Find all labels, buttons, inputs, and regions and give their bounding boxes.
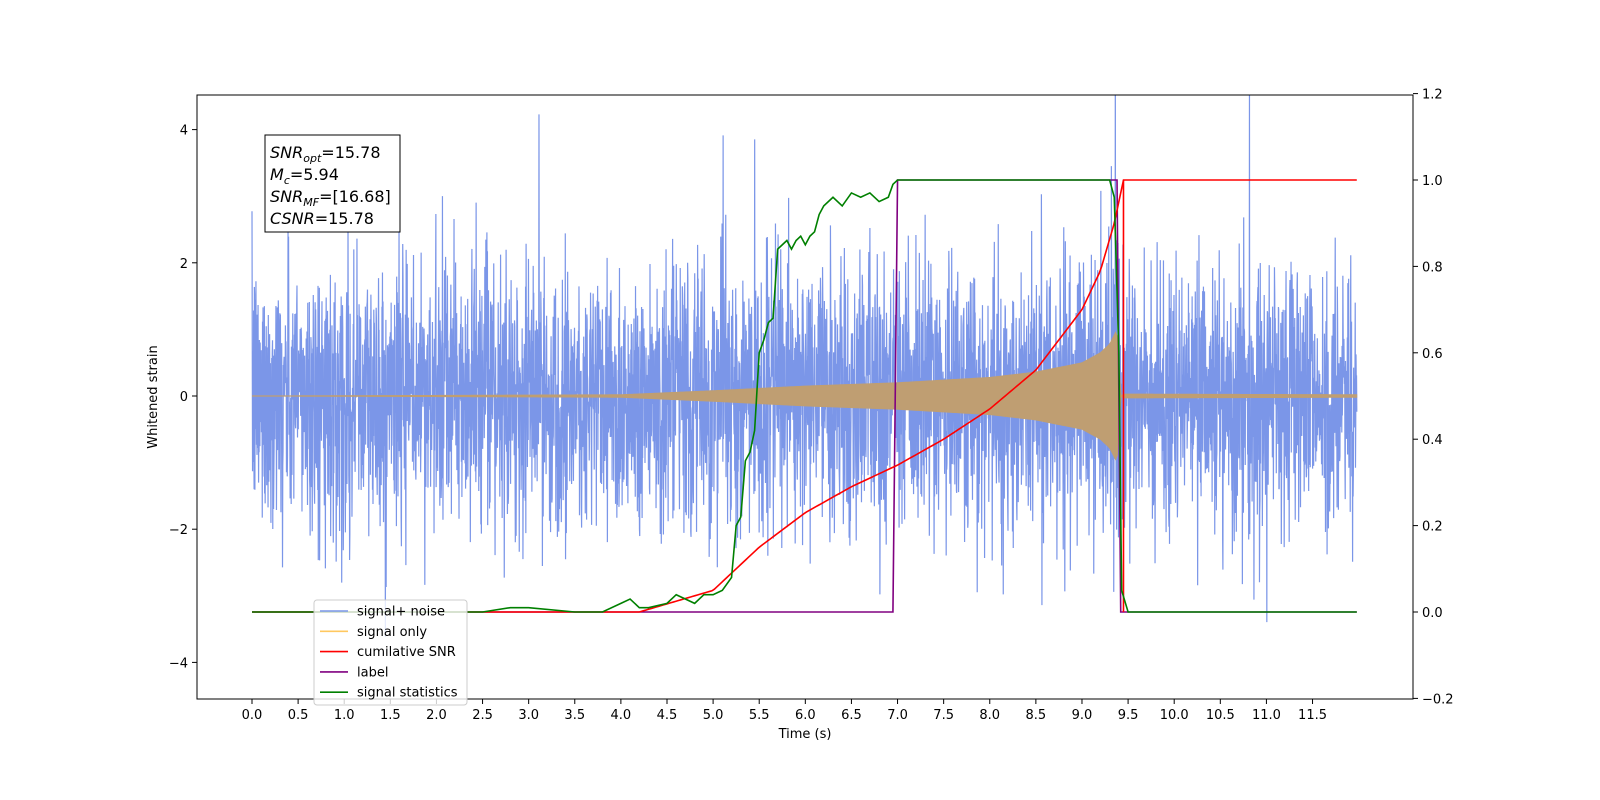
- x-tick-label: 0.5: [288, 708, 309, 723]
- info-subscript: opt: [303, 152, 322, 165]
- x-tick-label: 6.5: [841, 708, 862, 723]
- x-tick-label: 9.0: [1072, 708, 1093, 723]
- x-tick-label: 2.0: [426, 708, 447, 723]
- info-symbol: CSNR: [270, 209, 315, 228]
- x-tick-label: 3.0: [518, 708, 539, 723]
- y-tick-label-right: 0.6: [1422, 347, 1443, 362]
- info-line: SNRopt=15.78: [270, 143, 381, 165]
- y-tick-label-right: 0.0: [1422, 606, 1443, 621]
- x-tick-label: 9.5: [1118, 708, 1139, 723]
- info-value: =5.94: [290, 165, 339, 184]
- legend-label: signal+ noise: [357, 605, 445, 620]
- legend-label: signal statistics: [357, 686, 458, 701]
- x-tick-label: 10.5: [1206, 708, 1235, 723]
- x-axis-label: Time (s): [778, 727, 832, 742]
- info-line: Mc=5.94: [270, 165, 339, 187]
- x-tick-label: 4.0: [611, 708, 632, 723]
- x-tick-label: 1.5: [380, 708, 401, 723]
- series-cumulative-snr: [252, 179, 1357, 613]
- legend: signal+ noise signal only cumilative SNR la…: [313, 599, 468, 706]
- y-tick-label-left: 4: [180, 124, 188, 139]
- y-tick-label-left: −4: [169, 656, 188, 671]
- y-tick-label-right: 1.0: [1422, 174, 1443, 189]
- y-tick-label-right: 0.2: [1422, 520, 1443, 535]
- x-tick-label: 1.0: [334, 708, 355, 723]
- legend-label: label: [357, 665, 388, 680]
- legend-label: signal only: [357, 625, 427, 640]
- y-tick-label-left: 0: [180, 390, 188, 405]
- x-tick-label: 0.0: [242, 708, 263, 723]
- info-line: CSNR=15.78: [270, 209, 374, 228]
- x-tick-label: 8.0: [979, 708, 1000, 723]
- series-signal-noise: [251, 95, 1358, 637]
- info-symbol: SNR: [270, 187, 303, 206]
- x-tick-label: 3.5: [564, 708, 585, 723]
- y-tick-label-right: 1.2: [1422, 88, 1443, 103]
- y-tick-label-right: 0.8: [1422, 260, 1443, 275]
- legend-label: cumilative SNR: [357, 645, 456, 660]
- x-tick-label: 5.5: [749, 708, 770, 723]
- info-value: =15.78: [315, 209, 374, 228]
- x-tick-label: 2.5: [472, 708, 493, 723]
- y-tick-label-left: −2: [169, 523, 188, 538]
- x-tick-label: 6.0: [795, 708, 816, 723]
- info-symbol: M: [270, 165, 284, 184]
- y-tick-label-right: 0.4: [1422, 433, 1443, 448]
- x-tick-label: 7.0: [887, 708, 908, 723]
- x-tick-label: 11.0: [1252, 708, 1281, 723]
- info-line: SNRMF=[16.68]: [270, 187, 391, 209]
- y-tick-label-left: 2: [180, 257, 188, 272]
- series-signal-statistics: [252, 179, 1357, 613]
- x-tick-label: 4.5: [657, 708, 678, 723]
- info-subscript: MF: [303, 196, 319, 209]
- x-tick-label: 10.0: [1160, 708, 1189, 723]
- x-tick-label: 5.0: [703, 708, 724, 723]
- y-tick-label-right: −0.2: [1422, 692, 1454, 707]
- info-box-frame: [264, 134, 401, 233]
- x-tick-label: 8.5: [1026, 708, 1047, 723]
- x-tick-label: 7.5: [933, 708, 954, 723]
- info-value: =[16.68]: [319, 187, 391, 206]
- y-axis-label: Whitened strain: [146, 345, 161, 448]
- info-symbol: SNR: [270, 143, 303, 162]
- legend-frame: [313, 599, 468, 706]
- info-subscript: c: [284, 174, 290, 187]
- info-value: =15.78: [321, 143, 380, 162]
- info-box: SNRopt=15.78Mc=5.94SNRMF=[16.68]CSNR=15.…: [264, 134, 401, 233]
- x-tick-label: 11.5: [1298, 708, 1327, 723]
